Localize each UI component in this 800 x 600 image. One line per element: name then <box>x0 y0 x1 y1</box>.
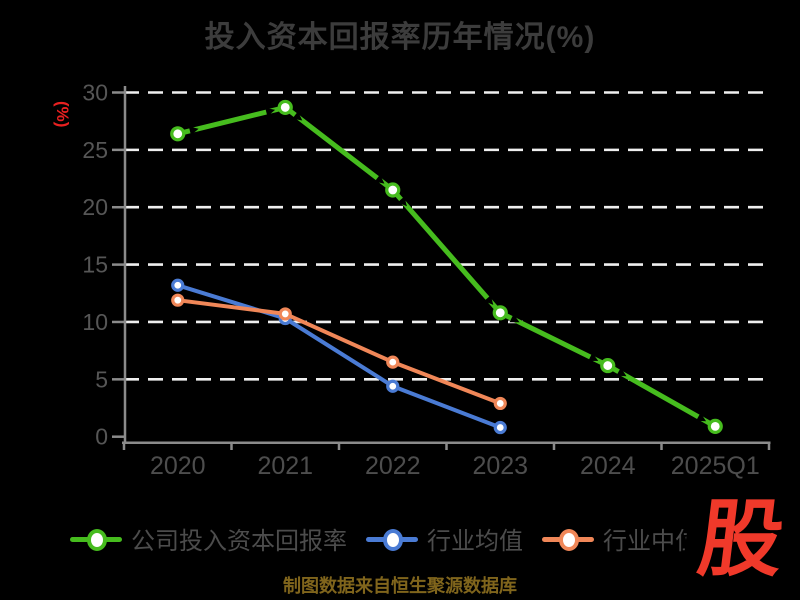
legend-marker-blue-icon <box>366 528 418 551</box>
data-point-marker <box>170 126 186 142</box>
data-point-marker <box>171 293 185 307</box>
x-tick-label: 2020 <box>150 452 206 480</box>
legend-item-company: 公司投入资本回报率 <box>70 521 347 556</box>
series-line-1 <box>175 283 503 430</box>
data-source-caption: 制图数据来自恒生聚源数据库 <box>283 576 517 596</box>
legend-label: 公司投入资本回报率 <box>131 528 347 555</box>
y-tick-label: 15 <box>82 252 108 278</box>
y-tick-label: 5 <box>95 366 108 392</box>
x-tick-label: 2022 <box>365 452 421 480</box>
x-tick-label: 2023 <box>472 452 528 480</box>
legend-item-industry-mean: 行业均值 <box>366 521 523 556</box>
legend-label: 行业均值 <box>427 528 523 555</box>
data-point-marker <box>277 99 293 116</box>
line-notch-arrow-icon <box>484 295 494 305</box>
line-notch-arrow-icon <box>397 196 407 207</box>
y-axis-unit-label: (%) <box>53 101 72 128</box>
data-point-marker <box>278 307 292 321</box>
legend: 公司投入资本回报率 行业均值 行业中位数 <box>0 521 800 556</box>
data-point-marker <box>493 396 507 411</box>
data-point-marker <box>385 182 401 198</box>
y-tick-label: 0 <box>95 424 108 450</box>
data-point-marker <box>386 355 400 369</box>
legend-marker-orange-icon <box>542 528 594 551</box>
series-line-2 <box>175 298 503 406</box>
line-notch-arrow-icon <box>292 111 303 121</box>
data-point-marker <box>171 278 185 292</box>
y-tick-label: 20 <box>82 194 108 220</box>
x-tick-label: 2021 <box>257 452 313 480</box>
y-tick-label: 25 <box>82 137 108 163</box>
x-tick-label: 2025Q1 <box>671 452 760 480</box>
line-notch-arrow-icon <box>616 367 627 377</box>
chart-title: 投入资本回报率历年情况(%) <box>204 21 596 54</box>
x-tick-label: 2024 <box>580 452 636 480</box>
y-tick-label: 10 <box>82 309 108 335</box>
line-notch-arrow-icon <box>588 352 599 361</box>
data-point-marker <box>600 357 616 374</box>
line-notch-arrow-icon <box>265 107 276 117</box>
line-notch-arrow-icon <box>374 174 385 184</box>
y-tick-label: 30 <box>82 80 108 106</box>
line-notch-arrow-icon <box>509 314 520 323</box>
data-point-marker <box>386 379 400 393</box>
data-point-marker <box>707 418 723 434</box>
data-point-marker <box>492 305 508 321</box>
line-notch-arrow-icon <box>188 126 199 136</box>
legend-marker-green-icon <box>70 528 122 551</box>
data-point-marker <box>493 420 507 435</box>
line-notch-arrow-icon <box>696 412 707 422</box>
